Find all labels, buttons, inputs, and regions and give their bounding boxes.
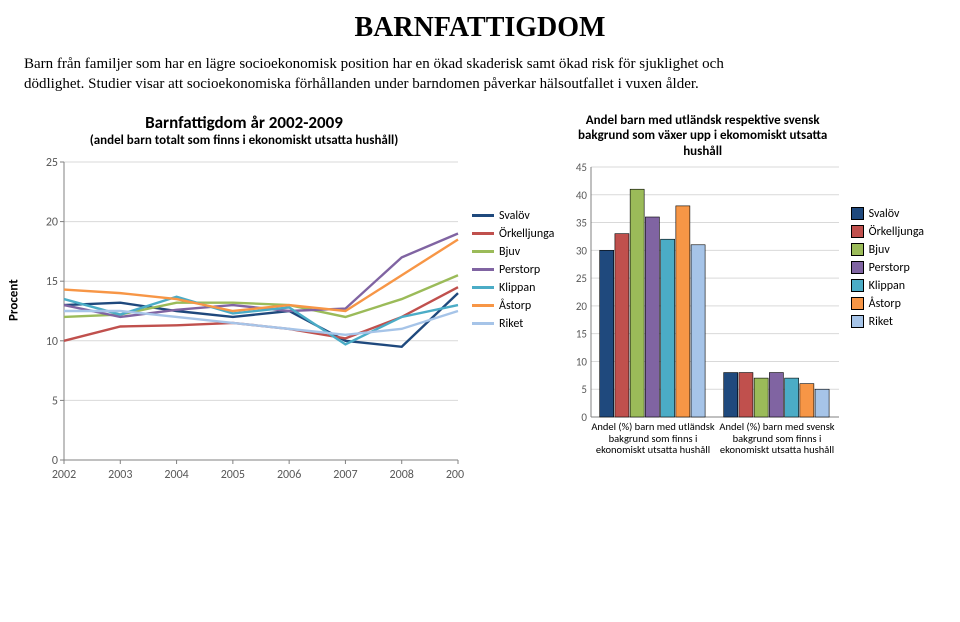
svg-text:2003: 2003 xyxy=(108,468,132,482)
intro-paragraph: Barn från familjer som har en lägre soci… xyxy=(24,54,764,95)
line-chart-title: Barnfattigdom år 2002-2009 xyxy=(24,113,464,133)
page: BARNFATTIGDOM Barn från familjer som har… xyxy=(0,0,960,622)
legend-label: Åstorp xyxy=(499,299,531,313)
svg-text:25: 25 xyxy=(576,272,587,285)
bar-category-label: Andel (%) barn med utländsk bakgrund som… xyxy=(591,421,715,456)
legend-label: Åstorp xyxy=(869,297,901,311)
svg-text:35: 35 xyxy=(576,217,587,230)
svg-text:2007: 2007 xyxy=(333,468,357,482)
legend-label: Bjuv xyxy=(869,243,890,257)
svg-text:2004: 2004 xyxy=(164,468,188,482)
legend-swatch xyxy=(472,250,494,253)
legend-label: Riket xyxy=(869,315,893,329)
svg-text:20: 20 xyxy=(576,300,588,313)
legend-item-Perstorp: Perstorp xyxy=(472,263,555,277)
legend-item-Riket: Riket xyxy=(472,317,555,331)
legend-swatch xyxy=(851,225,864,238)
bar-Klippan xyxy=(784,378,798,417)
bar-Perstorp xyxy=(769,373,783,417)
svg-text:2002: 2002 xyxy=(52,468,76,482)
bar-Svalöv xyxy=(723,373,737,417)
legend-item-Bjuv: Bjuv xyxy=(472,245,555,259)
legend-item-Klippan: Klippan xyxy=(851,279,936,293)
legend-label: Perstorp xyxy=(869,261,910,275)
legend-label: Örkelljunga xyxy=(869,225,924,239)
bar-Åstorp xyxy=(676,206,690,417)
legend-item-Klippan: Klippan xyxy=(472,281,555,295)
bar-chart-title: Andel barn med utländsk respektive svens… xyxy=(563,113,843,160)
legend-label: Riket xyxy=(499,317,523,331)
legend-label: Svalöv xyxy=(499,209,530,223)
charts-row: Barnfattigdom år 2002-2009 (andel barn t… xyxy=(24,113,936,504)
svg-text:0: 0 xyxy=(52,454,58,468)
svg-text:40: 40 xyxy=(576,189,588,202)
svg-text:15: 15 xyxy=(576,328,587,341)
bar-Riket xyxy=(691,245,705,417)
line-chart-ylabel: Procent xyxy=(7,280,22,322)
svg-text:45: 45 xyxy=(576,163,587,174)
legend-swatch xyxy=(851,243,864,256)
bar-category-label: Andel (%) barn med svensk bakgrund som f… xyxy=(715,421,839,456)
svg-text:5: 5 xyxy=(52,395,58,409)
legend-label: Bjuv xyxy=(499,245,520,259)
line-chart-svg: 0 5 10 15 20 25 2002 2003 2004 2005 2006 2007 2008 20… xyxy=(24,156,464,486)
bar-Örkelljunga xyxy=(615,234,629,417)
svg-text:30: 30 xyxy=(576,245,588,258)
svg-text:15: 15 xyxy=(46,276,58,290)
legend-item-Åstorp: Åstorp xyxy=(472,299,555,313)
svg-text:25: 25 xyxy=(46,156,58,170)
bar-Riket xyxy=(815,390,829,418)
svg-text:20: 20 xyxy=(46,216,58,230)
svg-text:2006: 2006 xyxy=(277,468,301,482)
legend-swatch xyxy=(851,297,864,310)
line-chart-subtitle: (andel barn totalt som finns i ekonomisk… xyxy=(24,133,464,149)
svg-text:5: 5 xyxy=(581,384,587,397)
legend-swatch xyxy=(472,304,494,307)
bar-Bjuv xyxy=(754,378,768,417)
legend-label: Klippan xyxy=(869,279,905,293)
legend-swatch xyxy=(472,232,494,235)
bar-Klippan xyxy=(660,240,674,418)
legend-swatch xyxy=(472,214,494,217)
legend-item-Svalöv: Svalöv xyxy=(472,209,555,223)
svg-text:2008: 2008 xyxy=(390,468,414,482)
bar-Bjuv xyxy=(630,190,644,418)
page-title: BARNFATTIGDOM xyxy=(24,12,936,44)
legend-item-Perstorp: Perstorp xyxy=(851,261,936,275)
svg-text:0: 0 xyxy=(581,411,587,424)
svg-text:2005: 2005 xyxy=(221,468,245,482)
bar-chart-svg: 0 5 10 15 20 25 30 35 40 45 Andel (%) barn med utl… xyxy=(563,163,843,503)
legend-swatch xyxy=(472,322,494,325)
bar-chart-box: Andel barn med utländsk respektive svens… xyxy=(563,113,843,504)
legend-swatch xyxy=(851,207,864,220)
legend-label: Örkelljunga xyxy=(499,227,554,241)
line-chart-legend: Svalöv Örkelljunga Bjuv Perstorp Klippan Åsto… xyxy=(472,113,555,504)
svg-text:10: 10 xyxy=(46,335,58,349)
legend-label: Svalöv xyxy=(869,207,900,221)
svg-text:2009: 2009 xyxy=(446,468,464,482)
bar-chart-legend: Svalöv Örkelljunga Bjuv Perstorp Klippan Åsto… xyxy=(851,113,936,504)
legend-item-Riket: Riket xyxy=(851,315,936,329)
legend-item-Åstorp: Åstorp xyxy=(851,297,936,311)
bar-Örkelljunga xyxy=(739,373,753,417)
legend-item-Örkelljunga: Örkelljunga xyxy=(472,227,555,241)
legend-label: Perstorp xyxy=(499,263,540,277)
legend-swatch xyxy=(851,279,864,292)
bar-Svalöv xyxy=(599,251,613,418)
svg-text:10: 10 xyxy=(576,356,588,369)
bar-Åstorp xyxy=(800,384,814,417)
legend-item-Svalöv: Svalöv xyxy=(851,207,936,221)
legend-swatch xyxy=(472,286,494,289)
legend-swatch xyxy=(472,268,494,271)
legend-item-Bjuv: Bjuv xyxy=(851,243,936,257)
legend-swatch xyxy=(851,261,864,274)
bar-Perstorp xyxy=(645,217,659,417)
line-chart-box: Barnfattigdom år 2002-2009 (andel barn t… xyxy=(24,113,464,504)
legend-item-Örkelljunga: Örkelljunga xyxy=(851,225,936,239)
legend-swatch xyxy=(851,315,864,328)
legend-label: Klippan xyxy=(499,281,535,295)
